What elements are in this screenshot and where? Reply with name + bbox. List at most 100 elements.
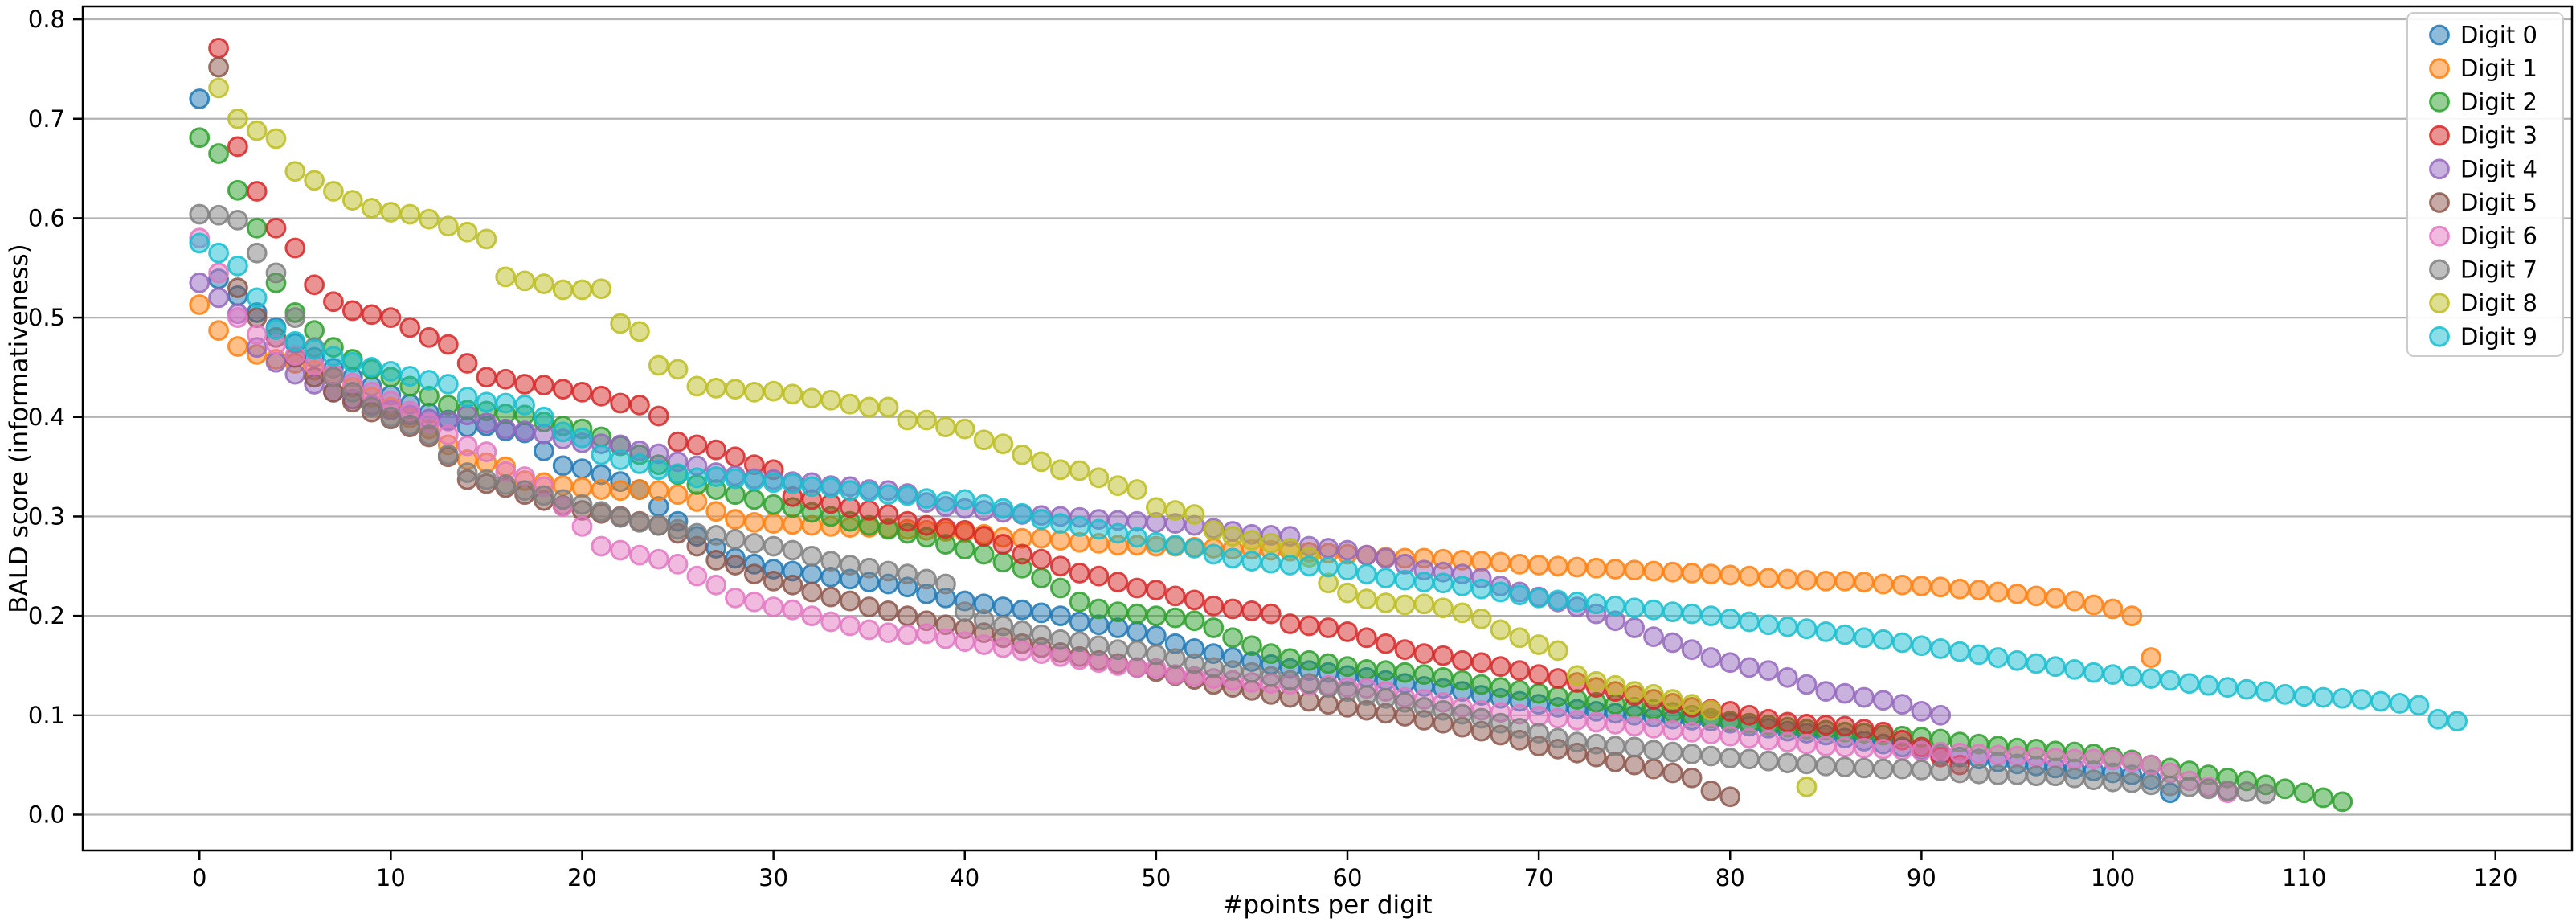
data-point bbox=[1260, 603, 1282, 625]
data-point bbox=[1987, 764, 2009, 785]
data-point bbox=[992, 615, 1014, 637]
data-point bbox=[1624, 681, 1646, 703]
data-point bbox=[1203, 595, 1225, 617]
data-point bbox=[897, 485, 918, 506]
data-point bbox=[1490, 581, 1511, 603]
data-point bbox=[1643, 683, 1664, 705]
data-point bbox=[743, 511, 765, 533]
data-point bbox=[1566, 710, 1588, 731]
data-point bbox=[1394, 662, 1416, 683]
data-point bbox=[648, 354, 669, 376]
x-tick-label: 20 bbox=[567, 864, 597, 891]
data-point bbox=[610, 480, 632, 502]
data-point bbox=[1126, 603, 1147, 625]
data-point bbox=[1145, 605, 1167, 627]
data-point bbox=[897, 624, 918, 645]
data-point bbox=[1662, 561, 1683, 583]
data-point bbox=[361, 357, 382, 378]
data-point bbox=[1987, 647, 2009, 668]
legend-entry-digit-5: Digit 5 bbox=[2429, 189, 2537, 216]
data-point bbox=[1318, 556, 1339, 578]
data-point bbox=[1624, 617, 1646, 638]
data-point bbox=[1394, 691, 1416, 713]
data-point bbox=[1624, 736, 1646, 758]
x-tick-label: 40 bbox=[950, 864, 979, 891]
data-point bbox=[1891, 740, 1913, 760]
data-point bbox=[1318, 694, 1339, 715]
data-point bbox=[1337, 559, 1358, 581]
data-point bbox=[629, 321, 650, 342]
data-point bbox=[1241, 530, 1262, 551]
data-point bbox=[1681, 563, 1703, 584]
data-point bbox=[361, 396, 382, 418]
data-point bbox=[1815, 570, 1837, 592]
data-point bbox=[897, 605, 918, 627]
data-point bbox=[1911, 635, 1932, 657]
data-point bbox=[341, 300, 363, 322]
data-point bbox=[820, 586, 841, 608]
y-tick-label: 0.8 bbox=[28, 6, 65, 33]
data-point bbox=[1566, 556, 1588, 578]
data-point bbox=[571, 477, 593, 498]
data-point bbox=[686, 375, 708, 397]
legend-entry-digit-4: Digit 4 bbox=[2429, 155, 2537, 182]
data-point bbox=[648, 459, 669, 481]
data-point bbox=[1049, 645, 1071, 667]
data-point bbox=[2236, 781, 2258, 802]
data-point bbox=[552, 455, 574, 477]
data-point bbox=[1031, 451, 1052, 473]
data-point bbox=[1145, 625, 1167, 646]
data-point bbox=[1739, 611, 1760, 633]
data-point bbox=[1413, 643, 1435, 665]
data-point bbox=[629, 479, 650, 500]
data-point bbox=[227, 255, 248, 277]
data-point bbox=[1318, 653, 1339, 674]
data-point bbox=[380, 307, 402, 329]
data-point bbox=[1834, 756, 1856, 778]
data-point bbox=[610, 506, 632, 528]
x-tick-label: 80 bbox=[1715, 864, 1745, 891]
data-point bbox=[763, 535, 784, 557]
data-point bbox=[725, 528, 746, 550]
data-point bbox=[2102, 771, 2124, 793]
data-point bbox=[1049, 530, 1071, 551]
data-point bbox=[897, 510, 918, 532]
legend-entry-digit-3: Digit 3 bbox=[2429, 122, 2537, 150]
data-point bbox=[1949, 641, 1970, 662]
data-point bbox=[1854, 627, 1875, 649]
data-point bbox=[1355, 659, 1377, 680]
data-point bbox=[1548, 589, 1568, 611]
legend-entry-digit-6: Digit 6 bbox=[2429, 223, 2537, 250]
data-point bbox=[667, 484, 689, 506]
data-point bbox=[323, 181, 344, 202]
data-point bbox=[2026, 746, 2047, 768]
x-tick-label: 60 bbox=[1333, 864, 1363, 891]
data-point bbox=[1528, 706, 1550, 727]
x-tick-label: 30 bbox=[758, 864, 788, 891]
data-point bbox=[1433, 645, 1454, 666]
data-point bbox=[1260, 552, 1282, 574]
data-point bbox=[705, 574, 727, 596]
data-point bbox=[916, 409, 938, 431]
data-point bbox=[1203, 519, 1225, 541]
data-point bbox=[1987, 581, 2009, 603]
data-point bbox=[1566, 731, 1588, 753]
data-point bbox=[1318, 677, 1339, 699]
data-point bbox=[1528, 682, 1550, 704]
data-point bbox=[1241, 635, 1262, 657]
legend-marker bbox=[2429, 125, 2450, 146]
data-point bbox=[763, 513, 784, 535]
legend-label: Digit 1 bbox=[2460, 55, 2537, 82]
data-point bbox=[1145, 580, 1167, 600]
data-point bbox=[705, 439, 727, 461]
data-point bbox=[763, 472, 784, 494]
data-point bbox=[1700, 605, 1722, 627]
data-point bbox=[1088, 518, 1110, 540]
x-tick-label: 10 bbox=[376, 864, 406, 891]
data-point bbox=[2447, 711, 2468, 732]
data-point bbox=[2332, 791, 2353, 813]
data-point bbox=[1012, 502, 1033, 524]
data-point bbox=[399, 317, 421, 338]
data-point bbox=[1891, 632, 1913, 654]
data-point bbox=[304, 274, 325, 296]
